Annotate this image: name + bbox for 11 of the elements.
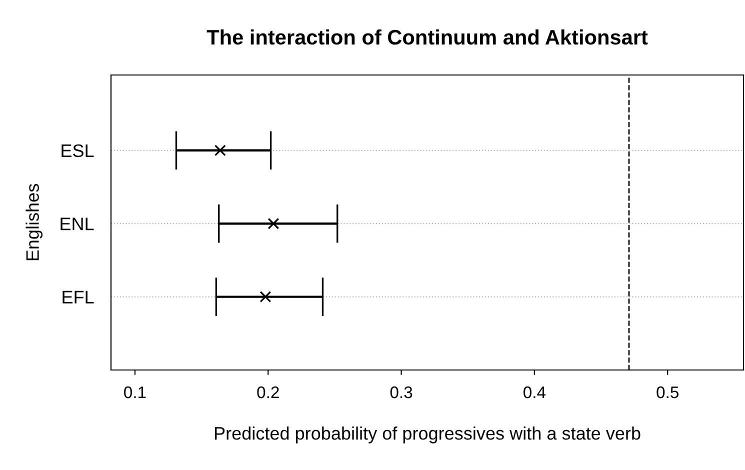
x-axis-title: Predicted probability of progressives with a state verb [214, 426, 640, 444]
y-tick-label: EFL [62, 290, 94, 304]
chart-title: The interaction of Continuum and Aktionsart [206, 29, 648, 45]
x-tick-label: 0.1 [124, 386, 146, 398]
y-tick-label: ENL [60, 218, 94, 230]
y-tick-label: ESL [62, 144, 94, 158]
x-tick-label: 0.2 [257, 386, 279, 398]
x-tick-label: 0.5 [656, 386, 678, 398]
x-tick-label: 0.4 [524, 386, 546, 398]
x-tick-label: 0.3 [390, 386, 412, 398]
y-axis-title: Englishes [26, 184, 43, 260]
